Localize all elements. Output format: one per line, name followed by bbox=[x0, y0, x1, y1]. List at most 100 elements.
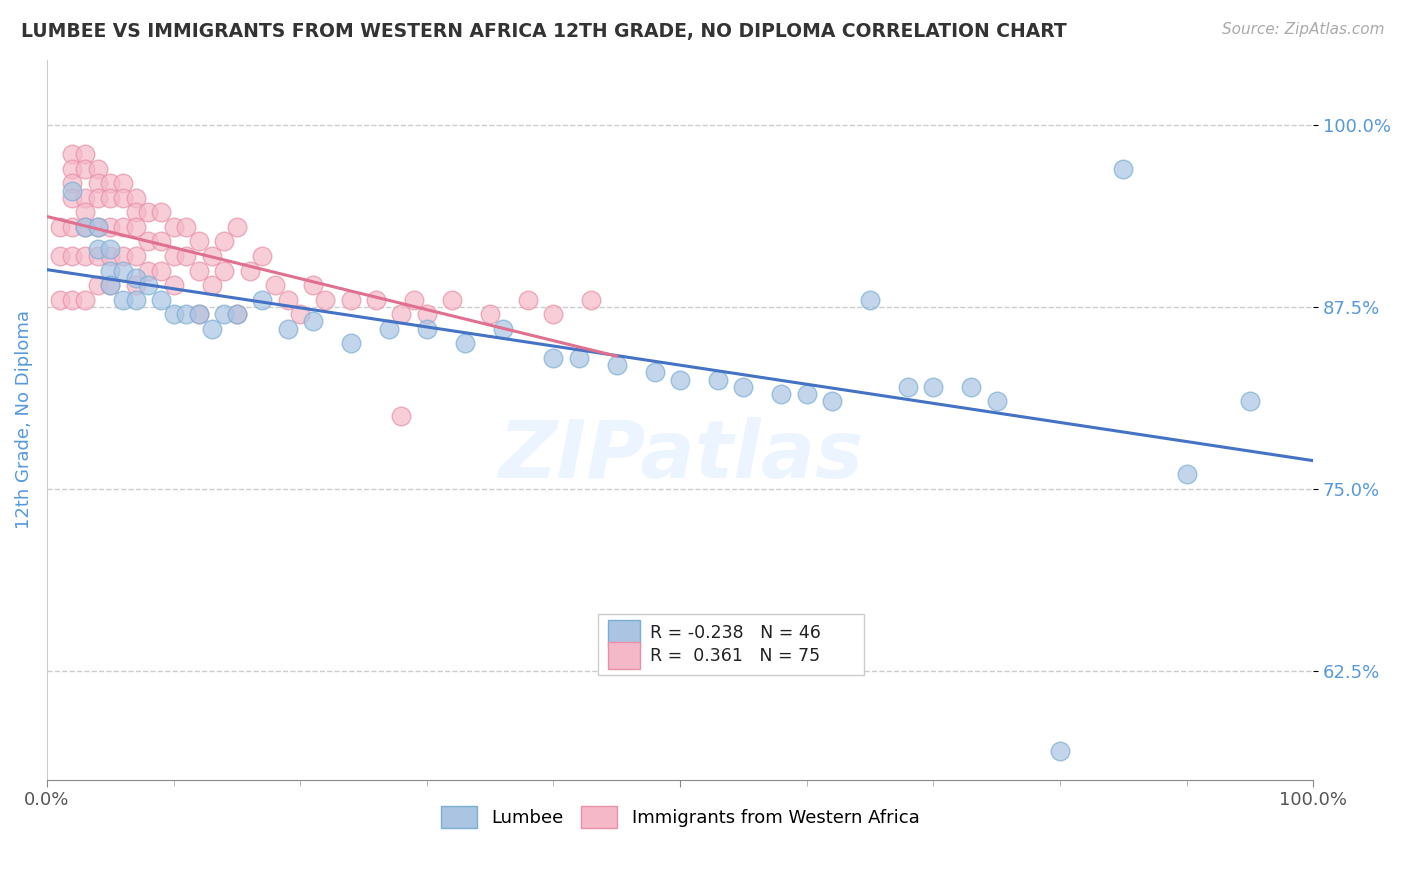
Point bbox=[73, 249, 96, 263]
Point bbox=[86, 161, 108, 176]
Point bbox=[111, 263, 134, 277]
Point bbox=[149, 293, 172, 307]
Point bbox=[821, 394, 844, 409]
Point bbox=[60, 191, 83, 205]
Point bbox=[225, 307, 247, 321]
Text: R = -0.238   N = 46: R = -0.238 N = 46 bbox=[650, 624, 821, 642]
Point bbox=[707, 373, 730, 387]
Point bbox=[86, 249, 108, 263]
Point bbox=[48, 249, 70, 263]
Point bbox=[73, 147, 96, 161]
Point bbox=[111, 191, 134, 205]
Point bbox=[1049, 743, 1071, 757]
Point bbox=[60, 147, 83, 161]
Point bbox=[98, 263, 121, 277]
Point bbox=[86, 219, 108, 234]
Point bbox=[60, 176, 83, 190]
Point bbox=[986, 394, 1008, 409]
Point bbox=[98, 278, 121, 293]
Point bbox=[250, 249, 273, 263]
Point bbox=[48, 293, 70, 307]
Point bbox=[238, 263, 260, 277]
Point bbox=[796, 387, 818, 401]
Point bbox=[111, 249, 134, 263]
Point bbox=[416, 307, 439, 321]
Point bbox=[86, 219, 108, 234]
Point bbox=[98, 219, 121, 234]
Point bbox=[391, 409, 413, 423]
Point bbox=[187, 235, 209, 249]
Point bbox=[136, 235, 159, 249]
Point bbox=[441, 293, 464, 307]
Point bbox=[174, 307, 197, 321]
Point bbox=[922, 380, 945, 394]
Text: R =  0.361   N = 75: R = 0.361 N = 75 bbox=[650, 647, 820, 665]
Point bbox=[124, 219, 146, 234]
Point bbox=[149, 263, 172, 277]
Point bbox=[454, 336, 477, 351]
Point bbox=[124, 270, 146, 285]
Point bbox=[73, 191, 96, 205]
Point bbox=[315, 293, 337, 307]
Point bbox=[276, 293, 298, 307]
Point bbox=[162, 249, 184, 263]
Point bbox=[111, 176, 134, 190]
Point bbox=[859, 293, 882, 307]
Point bbox=[124, 191, 146, 205]
Text: Source: ZipAtlas.com: Source: ZipAtlas.com bbox=[1222, 22, 1385, 37]
Point bbox=[136, 263, 159, 277]
Point bbox=[517, 293, 540, 307]
Point bbox=[340, 293, 363, 307]
Point bbox=[391, 307, 413, 321]
Point bbox=[543, 307, 565, 321]
Point bbox=[581, 293, 603, 307]
Point bbox=[770, 387, 793, 401]
Point bbox=[111, 293, 134, 307]
Point bbox=[60, 184, 83, 198]
FancyBboxPatch shape bbox=[598, 614, 863, 675]
Text: LUMBEE VS IMMIGRANTS FROM WESTERN AFRICA 12TH GRADE, NO DIPLOMA CORRELATION CHAR: LUMBEE VS IMMIGRANTS FROM WESTERN AFRICA… bbox=[21, 22, 1067, 41]
Point bbox=[73, 161, 96, 176]
Point bbox=[1175, 467, 1198, 482]
FancyBboxPatch shape bbox=[607, 642, 640, 670]
Point bbox=[187, 307, 209, 321]
Point bbox=[149, 235, 172, 249]
Point bbox=[73, 219, 96, 234]
Point bbox=[301, 278, 323, 293]
Point bbox=[60, 161, 83, 176]
Point bbox=[250, 293, 273, 307]
Point bbox=[98, 249, 121, 263]
Point bbox=[111, 219, 134, 234]
Point bbox=[212, 307, 235, 321]
Point bbox=[149, 205, 172, 219]
Point bbox=[162, 307, 184, 321]
Point bbox=[124, 278, 146, 293]
Point bbox=[98, 278, 121, 293]
Point bbox=[174, 249, 197, 263]
Point bbox=[73, 205, 96, 219]
Point bbox=[174, 219, 197, 234]
Point bbox=[86, 191, 108, 205]
Point bbox=[276, 321, 298, 335]
Point bbox=[98, 242, 121, 256]
Point bbox=[98, 176, 121, 190]
Point bbox=[136, 205, 159, 219]
Point bbox=[60, 219, 83, 234]
Point bbox=[404, 293, 426, 307]
Point bbox=[733, 380, 755, 394]
Point bbox=[73, 219, 96, 234]
Y-axis label: 12th Grade, No Diploma: 12th Grade, No Diploma bbox=[15, 310, 32, 529]
Legend: Lumbee, Immigrants from Western Africa: Lumbee, Immigrants from Western Africa bbox=[433, 799, 927, 836]
Point bbox=[98, 191, 121, 205]
Point bbox=[187, 263, 209, 277]
Point bbox=[644, 365, 666, 379]
Point bbox=[366, 293, 388, 307]
Point bbox=[200, 321, 222, 335]
FancyBboxPatch shape bbox=[607, 620, 640, 647]
Point bbox=[60, 293, 83, 307]
Point bbox=[225, 307, 247, 321]
Point bbox=[340, 336, 363, 351]
Point bbox=[288, 307, 311, 321]
Point bbox=[1239, 394, 1261, 409]
Point bbox=[378, 321, 401, 335]
